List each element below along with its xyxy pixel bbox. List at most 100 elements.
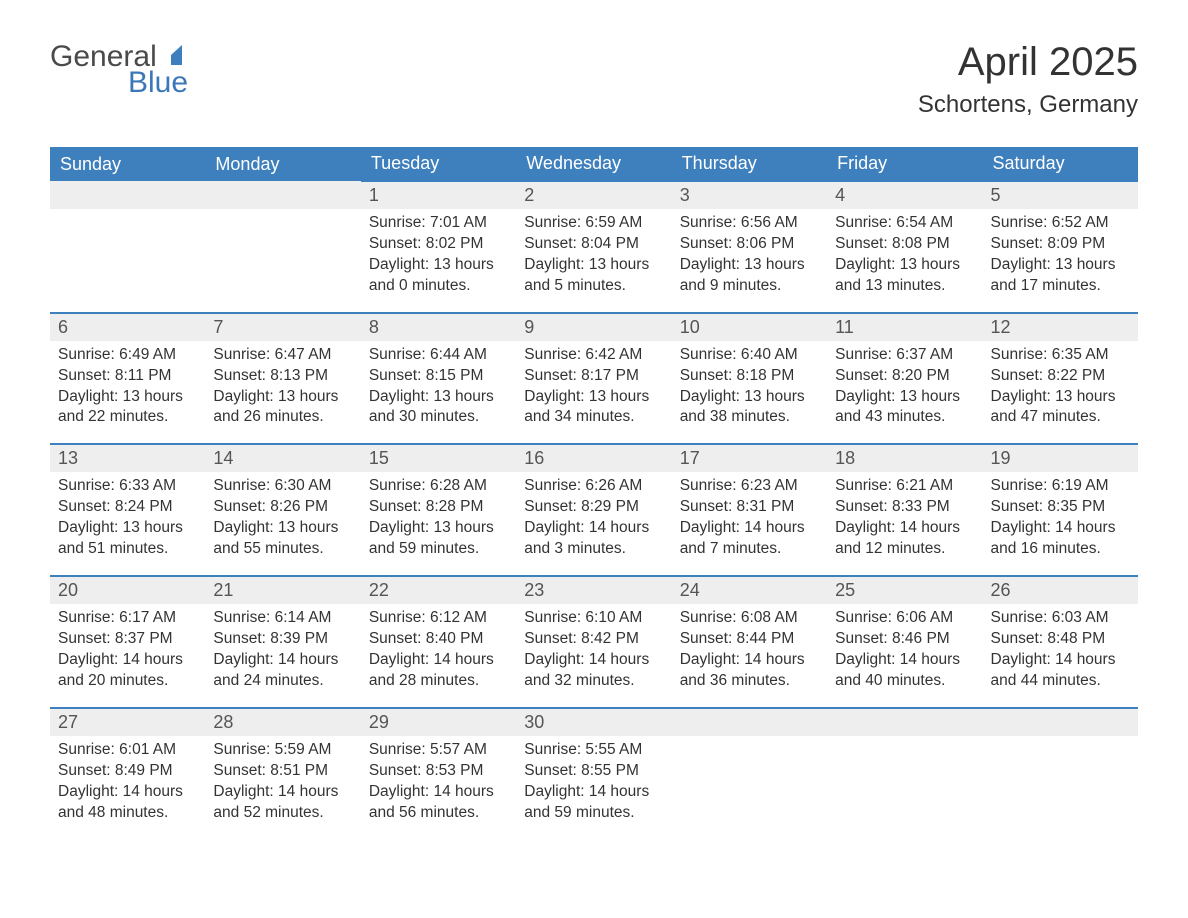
week-daydata-row: Sunrise: 6:33 AMSunset: 8:24 PMDaylight:… [50,472,1138,566]
daylight-text-line2: and 59 minutes. [369,539,508,560]
sunset-text: Sunset: 8:02 PM [369,234,508,255]
daylight-text-line2: and 51 minutes. [58,539,197,560]
spacer-cell [361,698,516,708]
week-spacer [50,434,1138,444]
spacer-cell [361,303,516,313]
spacer-cell [50,303,205,313]
daylight-text-line2: and 48 minutes. [58,803,197,824]
sunset-text: Sunset: 8:13 PM [213,366,352,387]
daylight-text-line2: and 24 minutes. [213,671,352,692]
day-number-cell [50,181,205,209]
spacer-cell [361,434,516,444]
day-data-cell: Sunrise: 6:28 AMSunset: 8:28 PMDaylight:… [361,472,516,566]
day-number-cell: 5 [983,181,1138,209]
sunrise-text: Sunrise: 6:17 AM [58,608,197,629]
spacer-cell [205,303,360,313]
day-data-cell: Sunrise: 6:08 AMSunset: 8:44 PMDaylight:… [672,604,827,698]
day-number-cell: 4 [827,181,982,209]
spacer-cell [516,303,671,313]
day-data-cell: Sunrise: 6:01 AMSunset: 8:49 PMDaylight:… [50,736,205,830]
sunrise-text: Sunrise: 6:47 AM [213,345,352,366]
spacer-cell [516,566,671,576]
day-data-cell [205,209,360,303]
week-daynum-row: 12345 [50,181,1138,209]
daylight-text-line2: and 32 minutes. [524,671,663,692]
sunrise-text: Sunrise: 7:01 AM [369,213,508,234]
sunset-text: Sunset: 8:06 PM [680,234,819,255]
day-number-cell: 21 [205,576,360,604]
spacer-cell [205,434,360,444]
daylight-text-line2: and 5 minutes. [524,276,663,297]
day-data-cell [827,736,982,830]
day-data-cell: Sunrise: 6:35 AMSunset: 8:22 PMDaylight:… [983,341,1138,435]
spacer-cell [983,434,1138,444]
spacer-cell [827,303,982,313]
day-number-cell: 7 [205,313,360,341]
day-number-cell: 16 [516,444,671,472]
day-data-cell: Sunrise: 7:01 AMSunset: 8:02 PMDaylight:… [361,209,516,303]
day-data-cell: Sunrise: 5:57 AMSunset: 8:53 PMDaylight:… [361,736,516,830]
day-data-cell: Sunrise: 6:40 AMSunset: 8:18 PMDaylight:… [672,341,827,435]
sunset-text: Sunset: 8:04 PM [524,234,663,255]
sunrise-text: Sunrise: 6:59 AM [524,213,663,234]
week-daynum-row: 20212223242526 [50,576,1138,604]
day-data-cell: Sunrise: 6:44 AMSunset: 8:15 PMDaylight:… [361,341,516,435]
daylight-text-line1: Daylight: 14 hours [58,650,197,671]
spacer-cell [361,566,516,576]
day-number-cell: 14 [205,444,360,472]
sunrise-text: Sunrise: 6:35 AM [991,345,1130,366]
calendar-table: Sunday Monday Tuesday Wednesday Thursday… [50,147,1138,829]
day-data-cell: Sunrise: 6:19 AMSunset: 8:35 PMDaylight:… [983,472,1138,566]
spacer-cell [50,698,205,708]
daylight-text-line2: and 34 minutes. [524,407,663,428]
sunrise-text: Sunrise: 6:28 AM [369,476,508,497]
sunset-text: Sunset: 8:09 PM [991,234,1130,255]
daylight-text-line2: and 43 minutes. [835,407,974,428]
daylight-text-line1: Daylight: 14 hours [680,650,819,671]
sunrise-text: Sunrise: 6:52 AM [991,213,1130,234]
daylight-text-line1: Daylight: 14 hours [524,650,663,671]
daylight-text-line2: and 13 minutes. [835,276,974,297]
sunrise-text: Sunrise: 6:37 AM [835,345,974,366]
week-daydata-row: Sunrise: 6:17 AMSunset: 8:37 PMDaylight:… [50,604,1138,698]
daylight-text-line1: Daylight: 13 hours [680,387,819,408]
spacer-cell [672,434,827,444]
day-header: Saturday [983,147,1138,181]
day-header-row: Sunday Monday Tuesday Wednesday Thursday… [50,147,1138,181]
spacer-cell [205,698,360,708]
daylight-text-line2: and 20 minutes. [58,671,197,692]
day-header: Tuesday [361,147,516,181]
day-data-cell: Sunrise: 6:21 AMSunset: 8:33 PMDaylight:… [827,472,982,566]
sunset-text: Sunset: 8:48 PM [991,629,1130,650]
location: Schortens, Germany [918,91,1138,119]
sunset-text: Sunset: 8:31 PM [680,497,819,518]
sunset-text: Sunset: 8:37 PM [58,629,197,650]
daylight-text-line1: Daylight: 13 hours [213,518,352,539]
sunrise-text: Sunrise: 5:57 AM [369,740,508,761]
sunset-text: Sunset: 8:11 PM [58,366,197,387]
day-number-cell: 22 [361,576,516,604]
day-data-cell: Sunrise: 6:14 AMSunset: 8:39 PMDaylight:… [205,604,360,698]
day-number-cell: 11 [827,313,982,341]
day-header: Thursday [672,147,827,181]
day-number-cell: 28 [205,708,360,736]
day-number-cell [672,708,827,736]
day-number-cell [827,708,982,736]
daylight-text-line2: and 30 minutes. [369,407,508,428]
sunset-text: Sunset: 8:18 PM [680,366,819,387]
logo-word-blue: Blue [128,66,188,100]
day-data-cell: Sunrise: 5:55 AMSunset: 8:55 PMDaylight:… [516,736,671,830]
daylight-text-line1: Daylight: 13 hours [213,387,352,408]
week-daydata-row: Sunrise: 6:01 AMSunset: 8:49 PMDaylight:… [50,736,1138,830]
sunset-text: Sunset: 8:53 PM [369,761,508,782]
day-data-cell: Sunrise: 6:10 AMSunset: 8:42 PMDaylight:… [516,604,671,698]
day-header: Friday [827,147,982,181]
daylight-text-line1: Daylight: 14 hours [213,650,352,671]
daylight-text-line2: and 12 minutes. [835,539,974,560]
daylight-text-line2: and 17 minutes. [991,276,1130,297]
daylight-text-line2: and 44 minutes. [991,671,1130,692]
daylight-text-line1: Daylight: 13 hours [58,387,197,408]
week-spacer [50,698,1138,708]
day-header: Sunday [50,147,205,181]
sunset-text: Sunset: 8:17 PM [524,366,663,387]
